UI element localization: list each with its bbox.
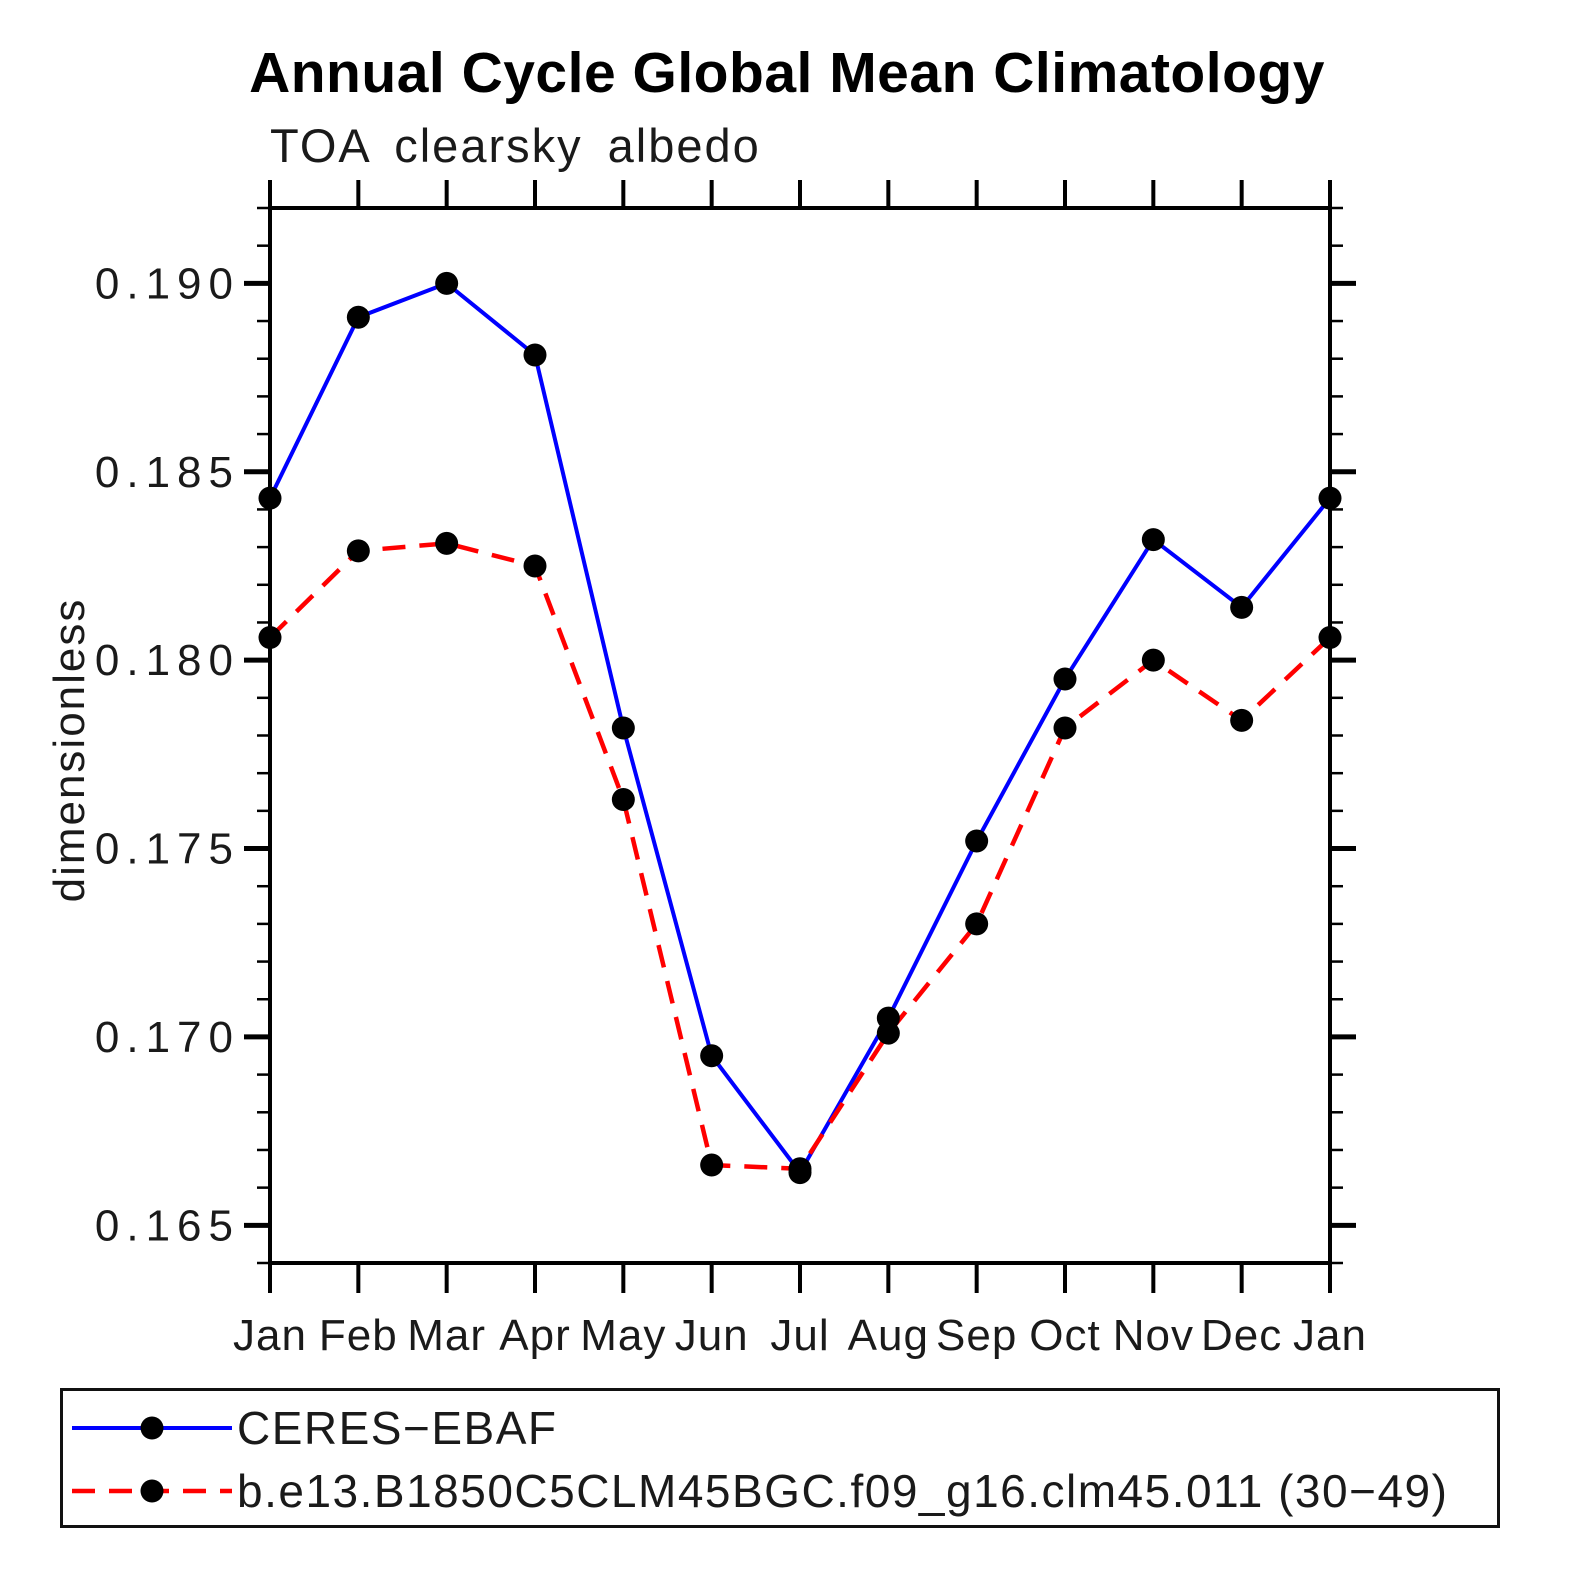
data-point-marker [611, 788, 635, 812]
data-point-marker [965, 829, 989, 853]
data-point-marker [1141, 528, 1165, 552]
data-point-marker [435, 271, 459, 295]
x-tick-label: Sep [936, 1311, 1017, 1360]
y-major-ticks [244, 280, 1356, 1228]
chart-subtitle: TOA clearsky albedo [270, 119, 761, 172]
y-tick-label: 0.190 [95, 259, 240, 308]
chart-title: Annual Cycle Global Mean Climatology [249, 41, 1325, 105]
data-point-marker [523, 343, 547, 367]
data-point-marker [1318, 626, 1342, 650]
x-tick-label: Jan [233, 1311, 307, 1360]
data-point-marker [1230, 595, 1254, 619]
x-tick-label: Nov [1113, 1311, 1194, 1360]
data-point-marker [611, 716, 635, 740]
y-tick-labels: 0.165 0.170 0.175 0.180 0.185 0.190 [95, 259, 240, 1250]
series-markers-0 [258, 271, 1342, 1185]
data-point-marker [876, 1021, 900, 1045]
data-point-marker [788, 1157, 812, 1181]
data-point-marker [1141, 648, 1165, 672]
data-point-marker [258, 626, 282, 650]
y-minor-ticks [257, 206, 1343, 1265]
x-ticks [268, 180, 1332, 1293]
series-line-1 [268, 541, 1332, 1172]
data-point-marker [1053, 716, 1077, 740]
data-point-marker [346, 305, 370, 329]
x-tick-label: Jun [675, 1311, 749, 1360]
data-point-marker [965, 912, 989, 936]
x-tick-label: May [580, 1311, 666, 1360]
y-tick-label: 0.175 [95, 825, 240, 874]
legend-item-ceres-ebaf: CERES−EBAF [67, 1397, 558, 1459]
y-tick-label: 0.165 [95, 1201, 240, 1250]
data-point-marker [1230, 708, 1254, 732]
plot-frame [268, 206, 1332, 1265]
legend-line-sample-dashed [72, 1479, 232, 1503]
x-tick-label: Dec [1201, 1311, 1282, 1360]
x-tick-label: Oct [1029, 1311, 1100, 1360]
legend-label: CERES−EBAF [237, 1402, 558, 1454]
x-tick-label: Mar [407, 1311, 486, 1360]
x-tick-label: Apr [499, 1311, 570, 1360]
x-tick-labels: Jan Feb Mar Apr May Jun Jul Aug Sep Oct Nov Dec Jan [233, 1311, 1367, 1360]
y-tick-label: 0.185 [95, 448, 240, 497]
legend-item-model-run: b.e13.B1850C5CLM45BGC.f09_g16.clm45.011 … [67, 1460, 1448, 1522]
data-point-marker [700, 1153, 724, 1177]
data-point-marker [700, 1044, 724, 1068]
legend-line-sample-solid [72, 1416, 232, 1440]
y-tick-label: 0.180 [95, 636, 240, 685]
data-point-marker [523, 554, 547, 578]
series-markers-1 [258, 531, 1342, 1181]
legend-box: CERES−EBAF b.e13.B1850C5CLM45BGC.f09_g16… [60, 1388, 1500, 1528]
x-tick-label: Jan [1293, 1311, 1367, 1360]
x-tick-label: Feb [319, 1311, 398, 1360]
data-point-marker [258, 486, 282, 510]
data-point-marker [346, 539, 370, 563]
x-tick-label: Aug [848, 1311, 929, 1360]
series-line-0 [268, 281, 1332, 1177]
legend-label: b.e13.B1850C5CLM45BGC.f09_g16.clm45.011 … [237, 1465, 1449, 1517]
data-point-marker [1053, 667, 1077, 691]
y-tick-label: 0.170 [95, 1013, 240, 1062]
data-point-marker [435, 531, 459, 555]
x-tick-label: Jul [770, 1311, 829, 1360]
data-point-marker [1318, 486, 1342, 510]
